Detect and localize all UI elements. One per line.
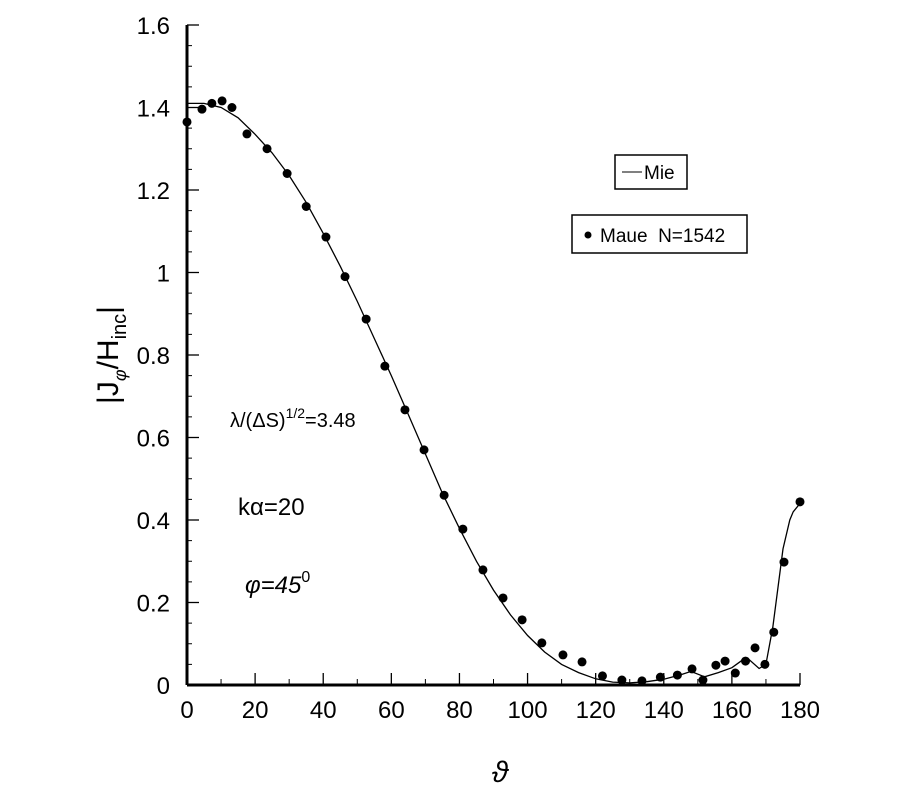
data-point-maue [760,659,770,669]
y-label-suffix: | [92,306,125,314]
x-tick-label: 160 [712,697,752,724]
data-point-maue [637,676,647,686]
data-point-maue [517,615,527,625]
x-tick-label: 180 [780,697,820,724]
data-point-maue [597,671,607,681]
data-point-maue [730,668,740,678]
data-point-maue [182,117,192,127]
data-point-maue [301,202,311,211]
annotation-phi: φ=450 [245,569,310,599]
y-label-sub1: φ [110,369,130,381]
y-tick-label: 1.2 [137,178,170,205]
data-point-maue [779,557,789,567]
data-point-maue [458,524,468,534]
legend-maue-box [571,214,748,254]
data-point-maue [400,405,410,415]
data-point-maue [197,104,207,114]
annotation-ratio: λ/(ΔS)1/2=3.48 [230,405,356,432]
data-point-maue [617,675,627,685]
data-point-maue [750,643,760,653]
data-point-maue [262,144,272,154]
data-point-maue [361,314,371,324]
y-tick-label: 0.8 [137,343,170,370]
x-tick-label: 40 [310,697,337,724]
data-point-maue [698,675,708,685]
series-maue-points [182,96,805,686]
data-point-maue [577,657,587,667]
y-axis-label: |Jφ/Hinc| [92,306,131,404]
data-point-maue [655,672,665,682]
data-point-maue [207,98,217,108]
y-label-mid: /H [92,339,125,369]
data-point-maue [795,497,805,507]
data-point-maue [282,169,292,178]
data-point-maue [478,565,488,575]
y-tick-label: 0.4 [137,508,170,535]
data-point-maue [439,490,449,500]
legend-maue-marker-icon [584,231,592,239]
y-tick-label: 1.6 [137,13,170,40]
data-point-maue [558,650,568,660]
svg-text:|Jφ/Hinc|: |Jφ/Hinc| [92,306,131,404]
y-label-sub2: inc [109,314,131,340]
y-tick-label: 0.6 [137,426,170,453]
data-point-maue [227,103,237,112]
data-point-maue [687,664,697,674]
x-tick-label: 100 [508,697,548,724]
annotation-ka: kα=20 [238,494,305,521]
y-label-prefix: |J [92,381,125,404]
y-tick-label: 1.4 [137,96,170,123]
x-tick-label: 140 [644,697,684,724]
data-point-maue [672,670,682,680]
data-point-maue [741,656,751,666]
legend-mie-label: Mie [644,163,675,184]
x-tick-label: 120 [576,697,616,724]
y-tick-label: 0.2 [137,591,170,618]
data-point-maue [217,96,227,106]
data-point-maue [321,232,331,242]
data-point-maue [419,445,429,455]
x-tick-label: 60 [378,697,405,724]
annotations: λ/(ΔS)1/2=3.48 kα=20 φ=450 [230,405,356,599]
data-point-maue [769,627,779,637]
x-tick-label: 0 [180,697,193,724]
data-point-maue [720,656,730,666]
y-tick-label: 0 [157,673,170,700]
x-axis-label: ϑ [492,756,510,789]
y-tick-label: 1 [157,261,170,288]
x-tick-label: 20 [242,697,269,724]
legend-maue-label: Maue N=1542 [600,226,725,247]
ticks: 0 20 40 60 80 100 120 140 160 180 0 0.2 0.4 0.6 0.8 1 1.… [137,13,820,724]
data-point-maue [380,361,390,371]
data-point-maue [340,272,350,282]
data-point-maue [537,638,547,648]
x-tick-label: 80 [446,697,473,724]
data-point-maue [498,593,508,603]
data-point-maue [242,129,252,139]
data-point-maue [711,660,721,670]
legend: Mie Maue N=1542 [571,154,748,254]
